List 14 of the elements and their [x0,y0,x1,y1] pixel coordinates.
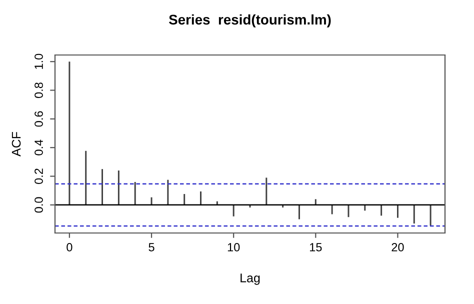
y-tick-label: 0.6 [34,111,43,127]
x-tick-label: 20 [392,243,404,252]
x-tick-label: 5 [148,243,154,252]
x-tick-label: 10 [228,243,240,252]
x-tick-label: 15 [310,243,322,252]
x-tick-label: 0 [66,243,72,252]
y-tick-label: 0.2 [34,168,43,184]
y-axis-title: ACF [12,132,21,156]
y-tick-label: 0.0 [34,197,43,213]
y-tick-label: 1.0 [34,54,43,69]
chart-title: Series resid(tourism.lm) [168,14,331,28]
y-tick-label: 0.8 [34,82,43,98]
y-tick-label: 0.4 [34,140,43,156]
x-axis-title: Lag [240,274,260,285]
